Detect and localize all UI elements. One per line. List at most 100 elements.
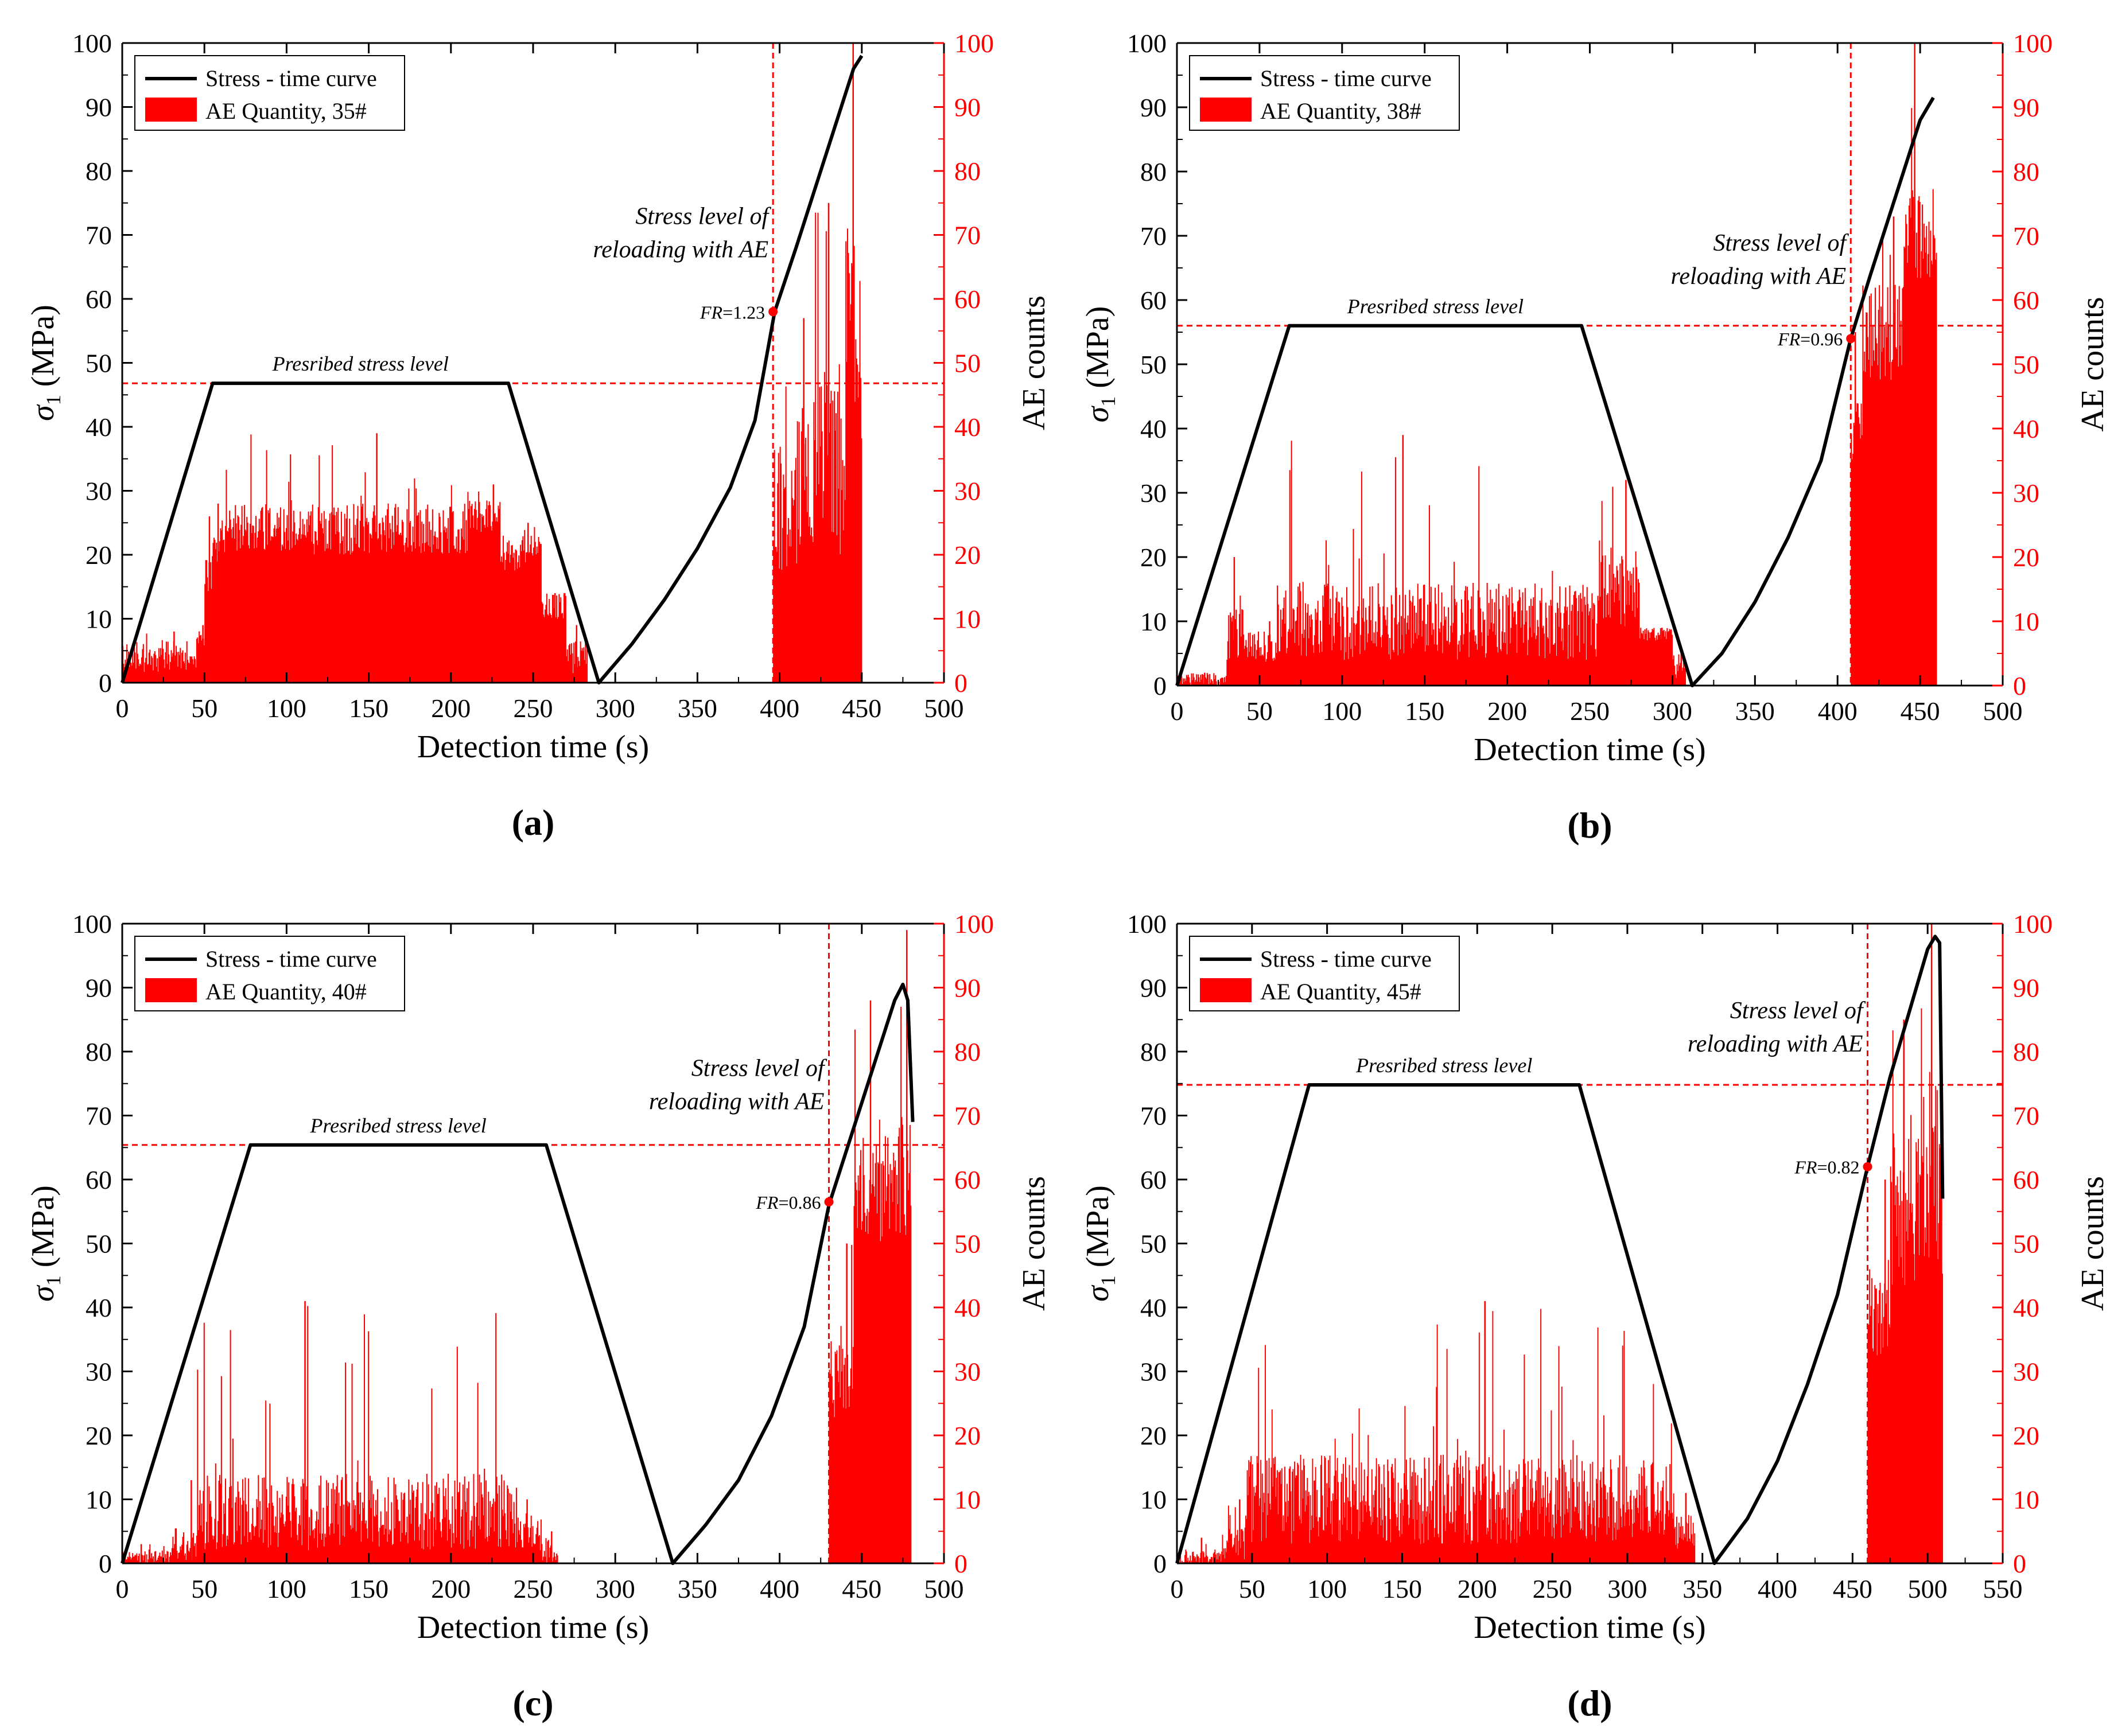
ae-bar bbox=[1194, 1558, 1195, 1563]
ae-bar bbox=[1618, 584, 1619, 686]
ae-bar bbox=[1908, 1139, 1910, 1563]
ae-bar bbox=[847, 1354, 849, 1563]
ae-bar bbox=[410, 1523, 412, 1563]
ae-bar bbox=[1473, 629, 1475, 686]
ae-bar bbox=[1540, 602, 1542, 686]
ae-bar bbox=[1643, 639, 1645, 686]
ae-bar bbox=[585, 664, 587, 683]
ae-bar bbox=[482, 1497, 484, 1563]
ae-bar bbox=[1579, 1520, 1581, 1563]
ae-bar bbox=[423, 1529, 425, 1563]
ae-bar bbox=[1432, 623, 1433, 686]
ae-bar bbox=[1530, 1501, 1532, 1563]
ae-bar bbox=[1390, 1542, 1392, 1563]
ae-bar bbox=[1323, 1531, 1325, 1563]
ae-bar bbox=[1214, 679, 1215, 686]
ae-bar bbox=[1350, 1507, 1352, 1563]
reload-annotation-line2: reloading with AE bbox=[593, 237, 768, 263]
ae-bar bbox=[1263, 1493, 1265, 1563]
ae-bar bbox=[524, 1523, 526, 1563]
ae-bar bbox=[266, 450, 267, 683]
ae-bar bbox=[1500, 1538, 1502, 1563]
ae-bar bbox=[494, 1531, 495, 1563]
ae-bar bbox=[1349, 637, 1350, 686]
ae-bar bbox=[509, 1493, 511, 1563]
ae-bar bbox=[1409, 590, 1410, 686]
ae-bar bbox=[297, 540, 299, 683]
ae-bar bbox=[142, 644, 144, 683]
ae-bar bbox=[1388, 1471, 1389, 1563]
ae-bar bbox=[1446, 640, 1448, 686]
ae-bar bbox=[1870, 293, 1872, 686]
ae-bar bbox=[1926, 274, 1928, 686]
ae-bar bbox=[1259, 656, 1261, 686]
ae-bar bbox=[278, 517, 280, 683]
ae-bar bbox=[1925, 1242, 1927, 1563]
ae-bar bbox=[378, 1546, 380, 1563]
ae-bar bbox=[1654, 1518, 1656, 1563]
ae-bar bbox=[281, 1494, 283, 1563]
ae-bar bbox=[1616, 566, 1618, 686]
ae-bar bbox=[1529, 1534, 1530, 1563]
ae-bar bbox=[1385, 1516, 1386, 1563]
ae-bar bbox=[433, 535, 435, 683]
ae-bar bbox=[1636, 1489, 1638, 1563]
ae-bar bbox=[1281, 636, 1283, 686]
ae-bar bbox=[1520, 597, 1521, 686]
ae-bar bbox=[1235, 609, 1237, 686]
ae-bar bbox=[312, 504, 313, 683]
ae-bar bbox=[326, 1480, 328, 1563]
ae-bar bbox=[1517, 601, 1518, 686]
ae-bar bbox=[223, 539, 225, 683]
ae-bar bbox=[1922, 1162, 1924, 1563]
ae-bar bbox=[1506, 654, 1508, 686]
ae-bar bbox=[1360, 1502, 1362, 1563]
ae-bar bbox=[212, 556, 213, 683]
ae-bar bbox=[1535, 639, 1537, 686]
ae-bar bbox=[1271, 1409, 1273, 1563]
ae-bar bbox=[1911, 108, 1913, 686]
ae-bar bbox=[1548, 1522, 1550, 1563]
ae-bar bbox=[882, 1161, 884, 1563]
ae-bar bbox=[358, 1492, 360, 1563]
ae-bar bbox=[422, 1482, 423, 1563]
ae-bar-peak bbox=[551, 1531, 553, 1563]
ae-bar bbox=[1265, 661, 1267, 686]
ae-bar bbox=[524, 530, 526, 683]
ae-bar bbox=[1925, 252, 1926, 686]
ae-bar bbox=[488, 501, 490, 683]
ae-bar bbox=[1520, 628, 1522, 686]
ae-bar bbox=[831, 1376, 833, 1563]
ae-bar bbox=[1511, 1530, 1513, 1563]
ae-bar bbox=[1446, 1349, 1448, 1563]
ae-bar-peak bbox=[492, 484, 495, 683]
ae-bar bbox=[1478, 1332, 1480, 1563]
ae-bar bbox=[424, 543, 426, 683]
y-tick-label: 10 bbox=[86, 1485, 112, 1515]
ae-bar bbox=[1288, 1468, 1290, 1563]
y2-tick-label: 50 bbox=[954, 1229, 981, 1259]
ae-bar bbox=[180, 1546, 181, 1563]
legend-bar-label: AE Quantity, 45# bbox=[1260, 979, 1421, 1005]
ae-bar bbox=[818, 484, 819, 683]
ae-bar bbox=[1439, 1463, 1441, 1563]
ae-bar-peak bbox=[1661, 628, 1663, 686]
ae-bar bbox=[320, 524, 322, 683]
ae-bar bbox=[849, 1385, 851, 1563]
ae-bar bbox=[292, 531, 294, 683]
ae-bar bbox=[524, 562, 526, 683]
ae-bar bbox=[1239, 1548, 1241, 1563]
ae-bar bbox=[1614, 577, 1616, 686]
ae-bar bbox=[325, 519, 327, 683]
ae-bar bbox=[1567, 1512, 1569, 1563]
ae-bar bbox=[315, 532, 317, 683]
ae-bar bbox=[1296, 607, 1298, 686]
ae-bar bbox=[453, 545, 455, 683]
ae-bar bbox=[178, 1552, 180, 1563]
ae-bar bbox=[1282, 1531, 1284, 1563]
ae-bar bbox=[429, 1549, 431, 1563]
ae-bar bbox=[328, 1482, 329, 1563]
ae-bar bbox=[1622, 1345, 1623, 1563]
y2-axis-title: AE counts bbox=[1016, 295, 1052, 430]
ae-bar bbox=[1505, 643, 1506, 686]
